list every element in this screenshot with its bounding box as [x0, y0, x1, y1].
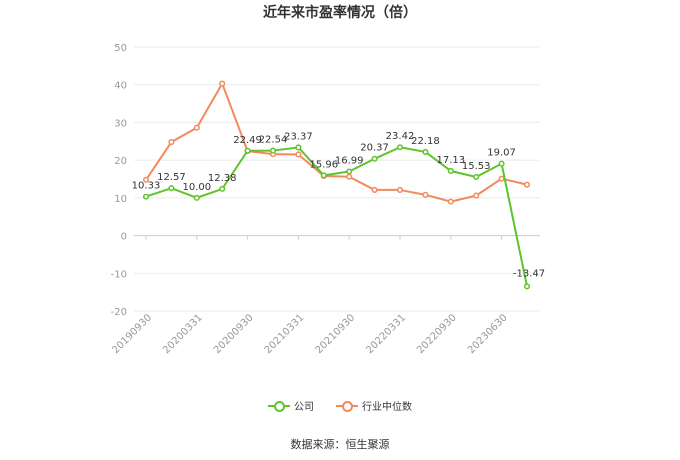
data-label-company: 12.57	[157, 172, 186, 183]
data-label-company: 23.42	[386, 131, 415, 142]
x-tick-label: 20210331	[263, 312, 307, 356]
data-point-industry-median[interactable]	[523, 181, 531, 188]
data-label-company: 10.00	[182, 182, 211, 193]
data-point-industry-median[interactable]	[498, 175, 505, 182]
data-point-industry-median[interactable]	[447, 198, 454, 205]
data-point-company[interactable]	[193, 194, 200, 201]
legend-industry-label: 行业中位数	[362, 402, 412, 413]
y-tick-label: 20	[114, 156, 127, 167]
data-point-company[interactable]	[244, 147, 251, 154]
data-point-company[interactable]	[346, 168, 353, 175]
data-label-company: 23.37	[284, 131, 313, 142]
y-tick-label: 30	[114, 118, 127, 129]
data-point-industry-median[interactable]	[295, 151, 302, 158]
y-tick-label: -10	[111, 269, 127, 280]
x-tick-label: 20190930	[110, 312, 154, 356]
data-label-company: 20.37	[360, 143, 389, 154]
series-layer	[142, 80, 531, 290]
data-label-company: 22.49	[233, 135, 262, 146]
data-label-company: 12.38	[208, 173, 237, 184]
y-tick-label: 0	[121, 232, 127, 243]
data-point-company[interactable]	[498, 160, 505, 167]
x-tick-label: 20200331	[161, 312, 205, 356]
data-label-company: 15.96	[309, 159, 338, 170]
x-tick-label: 20200930	[212, 312, 256, 356]
data-point-industry-median[interactable]	[473, 192, 480, 199]
grid-layer	[134, 46, 540, 312]
legend: 公司 行业中位数	[0, 398, 680, 413]
data-point-company[interactable]	[473, 173, 480, 181]
data-label-company: 16.99	[335, 155, 364, 166]
x-tick-label: 20210930	[314, 312, 358, 356]
x-tick-label: 20220930	[415, 312, 459, 356]
data-point-industry-median[interactable]	[142, 176, 150, 183]
data-point-company[interactable]	[371, 155, 378, 162]
y-tick-label: 50	[114, 43, 127, 54]
x-tick-label: 20230630	[466, 312, 510, 356]
legend-item-industry-median[interactable]: 行业中位数	[336, 398, 412, 413]
chart-title: 近年来市盈率情况（倍）	[263, 5, 417, 21]
data-point-company[interactable]	[422, 148, 429, 155]
data-point-company[interactable]	[447, 167, 454, 175]
data-label-company: 17.13	[436, 155, 465, 166]
legend-company-line-icon	[268, 400, 290, 412]
data-source: 数据来源：恒生聚源	[290, 438, 390, 451]
data-point-industry-median[interactable]	[422, 191, 429, 198]
data-label-company: 22.54	[259, 135, 288, 146]
series-line-industry-median	[145, 82, 528, 203]
data-point-industry-median[interactable]	[346, 173, 353, 180]
data-label-company: 19.07	[487, 148, 516, 159]
legend-item-company[interactable]: 公司	[268, 398, 314, 413]
y-tick-label: 40	[114, 81, 127, 92]
data-point-industry-median[interactable]	[168, 138, 175, 146]
data-point-company[interactable]	[219, 185, 226, 192]
data-label-company: 10.33	[132, 181, 161, 192]
data-point-industry-median[interactable]	[193, 124, 200, 131]
data-label-company: -13.47	[513, 268, 545, 279]
y-tick-label: -20	[111, 307, 127, 318]
data-point-industry-median[interactable]	[219, 80, 226, 87]
data-point-company[interactable]	[523, 283, 531, 290]
data-point-company[interactable]	[295, 144, 302, 151]
y-tick-label: 10	[114, 194, 127, 205]
data-label-company: 22.18	[411, 136, 440, 147]
data-label-company: 15.53	[462, 161, 491, 172]
data-point-company[interactable]	[142, 193, 150, 200]
series-line-company	[145, 146, 528, 287]
data-point-company[interactable]	[269, 147, 277, 154]
data-point-company[interactable]	[320, 172, 327, 179]
legend-company-label: 公司	[294, 402, 314, 413]
x-tick-label: 20220331	[364, 312, 408, 356]
legend-industry-line-icon	[336, 400, 358, 412]
data-point-company[interactable]	[168, 185, 175, 192]
data-point-company[interactable]	[396, 144, 404, 151]
data-point-industry-median[interactable]	[396, 186, 404, 193]
data-point-industry-median[interactable]	[371, 186, 378, 193]
